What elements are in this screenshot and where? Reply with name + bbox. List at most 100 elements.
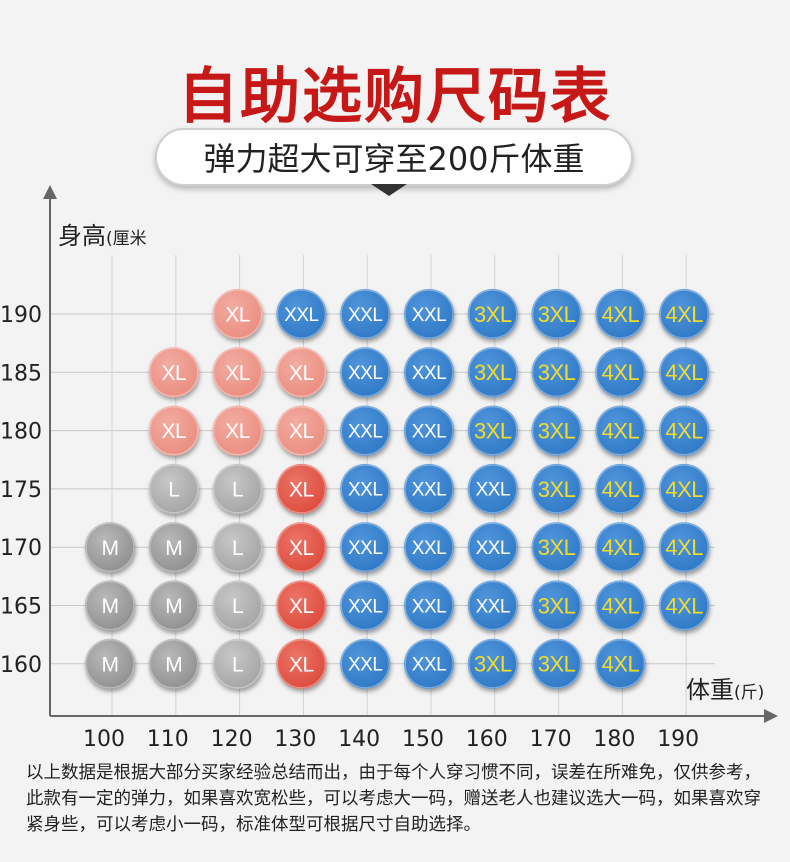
size-circle [404,347,454,398]
size-circle-rim [276,289,327,339]
size-cell-xxl: XXL [404,463,454,514]
subtitle-text: 弹力超大可穿至200斤体重 [203,140,585,178]
y-axis-label-main: 身高 [58,222,106,250]
size-circle [85,580,135,631]
size-circle-rim [276,405,327,456]
x-tick-label: 180 [593,727,635,752]
size-label: XXL [348,480,382,501]
size-cell-4xl: 4XL [595,463,646,514]
size-circle [212,405,263,456]
size-label: 4XL [665,360,703,385]
size-cell-4xl: 4XL [659,405,710,456]
size-circle [467,638,518,689]
size-circle-rim [85,580,135,631]
size-circle [340,522,391,573]
size-circle [276,463,327,514]
size-circle [531,289,582,339]
size-label: 3XL [474,302,512,327]
size-label: L [232,478,243,501]
size-circle [340,347,391,398]
size-cell-4xl: 4XL [595,638,646,689]
banner-pointer [371,184,407,196]
size-label: L [232,595,243,618]
size-cell-3xl: 3XL [531,522,582,573]
size-circle [85,638,135,689]
size-label: 3XL [538,535,576,560]
size-circle-rim [531,289,582,339]
size-label: M [165,537,182,560]
x-axis-label: 体重(斤) [686,676,764,704]
size-cell-xl: XL [276,638,327,689]
size-label: 4XL [602,360,640,385]
size-circle [404,405,454,456]
x-tick-label: 140 [338,727,380,752]
size-label: 3XL [538,360,576,385]
size-cell-xxl: XXL [404,580,454,631]
size-cell-xxl: XXL [276,289,327,339]
size-label: 3XL [538,419,576,444]
size-cell-xl: XL [276,347,327,398]
size-circle [531,580,582,631]
size-circle-rim [404,464,454,514]
size-cell-xxl: XXL [467,580,518,631]
size-cell-xxl: XXL [340,405,391,456]
size-circle-rim [212,639,263,689]
size-circle-rim [212,405,263,456]
size-label: L [232,653,243,676]
size-circle-rim [531,580,582,631]
size-circle-rim [85,639,135,689]
size-label: XL [225,420,250,443]
size-label: M [102,537,119,560]
size-cell-xl: XL [212,347,263,398]
x-tick-label: 120 [211,727,253,752]
size-circle [659,347,710,398]
size-cell-xl: XL [148,347,199,398]
size-cell-3xl: 3XL [531,405,582,456]
size-label: XL [289,595,314,618]
size-circle-rim [659,522,709,572]
size-circle-rim [531,639,582,689]
size-cell-3xl: 3XL [467,405,518,456]
size-circle [148,405,199,456]
x-tick-label: 100 [83,727,125,752]
size-circle-rim [149,580,199,631]
size-circle [595,638,646,689]
size-circle [404,289,454,339]
size-circle-rim [404,405,454,456]
size-label: XXL [412,363,446,384]
size-label: 4XL [602,477,640,502]
size-circle-rim [595,522,646,572]
size-cell-xxl: XXL [404,522,454,573]
size-circle-rim [595,464,646,514]
size-cell-xxl: XXL [340,522,391,573]
size-circle [595,289,646,339]
size-cell-4xl: 4XL [595,580,646,631]
size-cell-4xl: 4XL [659,522,710,573]
size-label: 4XL [665,302,703,327]
size-cell-3xl: 3XL [531,463,582,514]
size-label: M [102,595,119,618]
y-axis-label: 身高(厘米 [58,222,147,250]
size-cell-xxl: XXL [404,405,454,456]
size-label: XXL [348,596,382,617]
size-circle [340,638,391,689]
size-cell-xxl: XXL [404,638,454,689]
size-cell-l: L [148,463,199,514]
size-circle-rim [85,522,135,572]
x-axis-label-unit: (斤) [734,683,764,703]
size-label: XXL [412,655,446,676]
size-circle [276,580,327,631]
y-tick-label: 190 [0,303,42,328]
size-label: 3XL [474,360,512,385]
size-circle [148,638,199,689]
size-cell-xxl: XXL [467,522,518,573]
size-circle-rim [468,347,518,398]
size-label: XXL [348,421,382,442]
size-label: XXL [412,480,446,501]
size-cell-3xl: 3XL [531,347,582,398]
size-circle [531,405,582,456]
size-circle-rim [340,347,390,398]
size-circle [404,638,454,689]
y-axis-arrow-icon [43,185,57,199]
size-circle-rim [531,405,582,456]
